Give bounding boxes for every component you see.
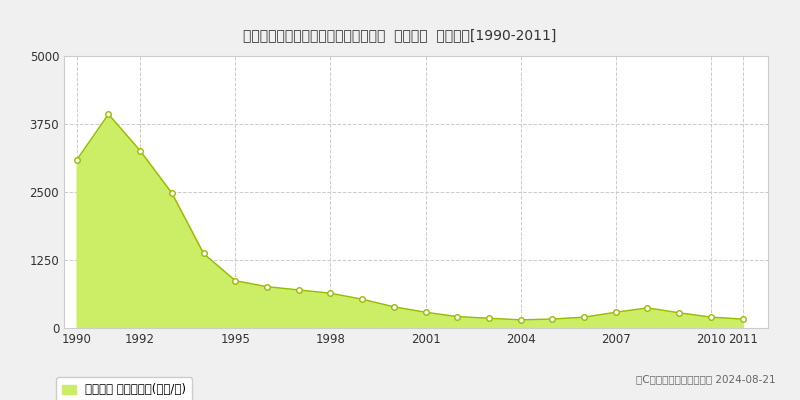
Text: （C）土地価格ドットコム 2024-08-21: （C）土地価格ドットコム 2024-08-21 bbox=[636, 374, 776, 384]
Text: 大阪府大阪市中央区本町橋３６番１外  地価公示  地価推移[1990-2011]: 大阪府大阪市中央区本町橋３６番１外 地価公示 地価推移[1990-2011] bbox=[243, 28, 557, 42]
Legend: 地価公示 平均坊単価(万円/坊): 地価公示 平均坊単価(万円/坊) bbox=[56, 378, 192, 400]
